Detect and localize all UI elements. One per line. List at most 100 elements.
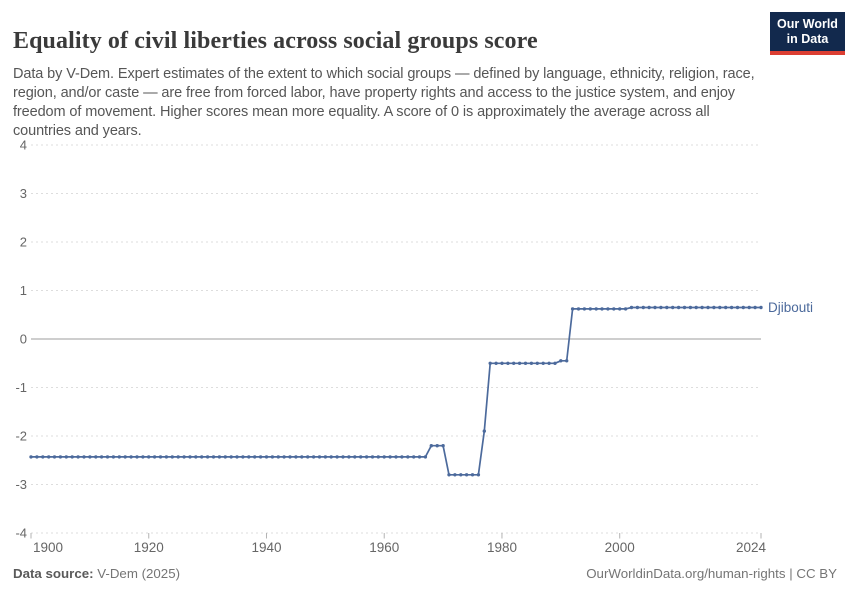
data-point[interactable] bbox=[329, 455, 333, 459]
data-point[interactable] bbox=[547, 361, 551, 365]
data-point[interactable] bbox=[359, 455, 363, 459]
data-point[interactable] bbox=[623, 307, 628, 311]
data-point[interactable] bbox=[435, 444, 439, 448]
data-point[interactable] bbox=[718, 305, 722, 310]
data-point[interactable] bbox=[335, 455, 339, 459]
data-point[interactable] bbox=[529, 361, 534, 365]
data-point[interactable] bbox=[99, 455, 104, 459]
data-point[interactable] bbox=[276, 455, 280, 459]
series-line-djibouti[interactable] bbox=[31, 306, 761, 476]
data-point[interactable] bbox=[459, 473, 463, 477]
data-point[interactable] bbox=[441, 444, 445, 448]
data-point[interactable] bbox=[129, 455, 133, 459]
data-point[interactable] bbox=[117, 455, 122, 459]
data-point[interactable] bbox=[200, 455, 204, 459]
data-point[interactable] bbox=[423, 455, 428, 459]
data-point[interactable] bbox=[570, 307, 575, 311]
data-point[interactable] bbox=[665, 305, 669, 310]
data-point[interactable] bbox=[688, 305, 693, 310]
data-point[interactable] bbox=[482, 429, 486, 433]
data-point[interactable] bbox=[323, 455, 328, 459]
data-point[interactable] bbox=[706, 305, 710, 310]
data-point[interactable] bbox=[759, 305, 763, 310]
data-point[interactable] bbox=[470, 473, 475, 477]
data-point[interactable] bbox=[582, 307, 587, 311]
data-point[interactable] bbox=[258, 455, 263, 459]
data-point[interactable] bbox=[429, 444, 433, 448]
data-point[interactable] bbox=[370, 455, 375, 459]
data-point[interactable] bbox=[382, 455, 386, 459]
data-point[interactable] bbox=[64, 455, 69, 459]
data-point[interactable] bbox=[247, 455, 251, 459]
data-point[interactable] bbox=[141, 455, 145, 459]
data-point[interactable] bbox=[494, 361, 498, 365]
data-point[interactable] bbox=[541, 361, 545, 365]
data-point[interactable] bbox=[353, 455, 357, 459]
data-point[interactable] bbox=[588, 307, 592, 311]
data-point[interactable] bbox=[553, 361, 557, 365]
data-point[interactable] bbox=[653, 305, 657, 310]
data-point[interactable] bbox=[217, 455, 222, 459]
data-point[interactable] bbox=[506, 361, 510, 365]
data-point[interactable] bbox=[635, 305, 640, 310]
data-point[interactable] bbox=[123, 455, 127, 459]
data-point[interactable] bbox=[559, 359, 563, 363]
data-point[interactable] bbox=[88, 455, 92, 459]
data-point[interactable] bbox=[229, 455, 233, 459]
data-point[interactable] bbox=[147, 455, 151, 459]
data-point[interactable] bbox=[618, 307, 622, 311]
data-point[interactable] bbox=[194, 455, 198, 459]
data-point[interactable] bbox=[417, 455, 422, 459]
data-point[interactable] bbox=[412, 455, 416, 459]
data-point[interactable] bbox=[152, 455, 157, 459]
data-point[interactable] bbox=[111, 455, 116, 459]
data-point[interactable] bbox=[724, 305, 728, 310]
data-point[interactable] bbox=[676, 305, 681, 310]
data-point[interactable] bbox=[682, 305, 687, 310]
data-point[interactable] bbox=[741, 305, 745, 310]
data-point[interactable] bbox=[35, 455, 39, 459]
data-point[interactable] bbox=[282, 455, 286, 459]
data-point[interactable] bbox=[729, 305, 734, 310]
data-point[interactable] bbox=[600, 307, 604, 311]
data-point[interactable] bbox=[82, 455, 86, 459]
data-point[interactable] bbox=[565, 359, 569, 363]
data-point[interactable] bbox=[606, 307, 610, 311]
data-point[interactable] bbox=[294, 455, 298, 459]
data-point[interactable] bbox=[388, 455, 392, 459]
data-point[interactable] bbox=[500, 361, 504, 365]
data-point[interactable] bbox=[641, 305, 645, 310]
data-point[interactable] bbox=[164, 455, 169, 459]
data-point[interactable] bbox=[453, 473, 457, 477]
data-point[interactable] bbox=[306, 455, 310, 459]
data-point[interactable] bbox=[76, 455, 80, 459]
data-point[interactable] bbox=[135, 455, 139, 459]
data-point[interactable] bbox=[476, 473, 481, 477]
data-point[interactable] bbox=[400, 455, 404, 459]
data-point[interactable] bbox=[158, 455, 163, 459]
data-point[interactable] bbox=[188, 455, 192, 459]
data-point[interactable] bbox=[394, 455, 398, 459]
data-point[interactable] bbox=[447, 473, 451, 477]
data-point[interactable] bbox=[735, 305, 740, 310]
data-point[interactable] bbox=[182, 455, 186, 459]
data-point[interactable] bbox=[311, 455, 316, 459]
owid-logo[interactable]: Our World in Data bbox=[770, 12, 845, 55]
data-point[interactable] bbox=[464, 473, 469, 477]
data-point[interactable] bbox=[753, 305, 757, 310]
data-point[interactable] bbox=[700, 305, 704, 310]
data-point[interactable] bbox=[223, 455, 227, 459]
data-point[interactable] bbox=[659, 305, 663, 310]
data-point[interactable] bbox=[58, 455, 63, 459]
data-point[interactable] bbox=[512, 361, 516, 365]
series-label-djibouti[interactable]: Djibouti bbox=[768, 300, 813, 315]
data-point[interactable] bbox=[241, 455, 245, 459]
data-point[interactable] bbox=[535, 361, 539, 365]
data-point[interactable] bbox=[364, 455, 369, 459]
data-point[interactable] bbox=[170, 455, 174, 459]
data-point[interactable] bbox=[647, 305, 651, 310]
data-point[interactable] bbox=[671, 305, 675, 310]
data-point[interactable] bbox=[347, 455, 351, 459]
data-point[interactable] bbox=[288, 455, 292, 459]
